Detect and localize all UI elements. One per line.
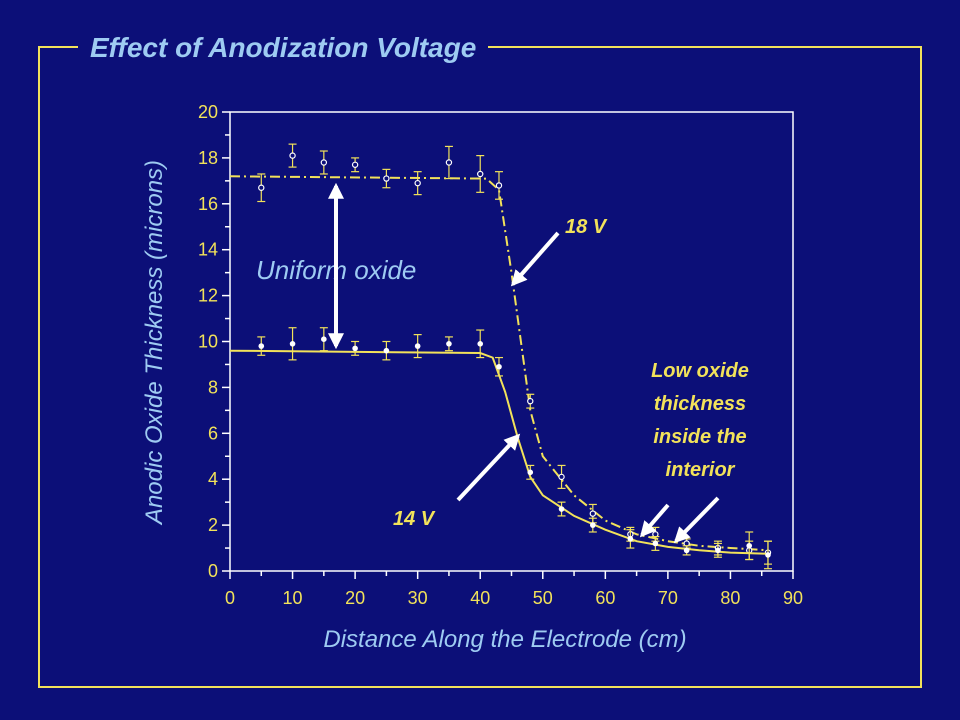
- data-point: [627, 536, 634, 542]
- data-point: [765, 552, 771, 558]
- series-14v: [229, 327, 772, 570]
- data-point: [351, 161, 359, 168]
- data-point: [477, 170, 484, 178]
- y-tick-label: 12: [198, 286, 218, 306]
- data-point: [746, 542, 753, 549]
- data-point: [414, 343, 421, 349]
- low-oxide-line-3: inside the: [653, 426, 746, 448]
- data-point: [715, 547, 721, 554]
- data-point: [289, 152, 296, 159]
- data-point: [527, 469, 534, 476]
- y-tick-label: 0: [208, 561, 218, 581]
- x-tick-label: 90: [783, 588, 803, 608]
- y-tick-label: 14: [198, 240, 218, 260]
- data-point: [289, 340, 296, 347]
- y-tick-label: 2: [208, 515, 218, 535]
- series-18v: [229, 143, 772, 565]
- label-14v: 14 V: [393, 508, 436, 530]
- x-tick-label: 30: [408, 588, 428, 608]
- data-point: [527, 397, 534, 405]
- data-point: [383, 347, 390, 354]
- data-point: [558, 506, 565, 512]
- x-tick-label: 50: [533, 588, 553, 608]
- data-point: [320, 159, 328, 166]
- low-oxide-line-1: Low oxide: [651, 360, 749, 382]
- series-line-14v: [229, 349, 769, 555]
- x-tick-label: 10: [283, 588, 303, 608]
- arrow-14v: [456, 433, 521, 502]
- data-point: [258, 184, 265, 191]
- y-tick-label: 8: [208, 377, 218, 397]
- data-point: [352, 345, 358, 352]
- data-point: [446, 340, 452, 347]
- y-tick-label: 20: [198, 102, 218, 122]
- low-oxide-arrow-1: [639, 503, 670, 538]
- arrow-18v: [510, 231, 560, 287]
- y-tick-label: 10: [198, 332, 218, 352]
- data-point: [445, 159, 453, 166]
- data-point: [683, 547, 690, 554]
- x-tick-label: 40: [470, 588, 490, 608]
- y-tick-label: 4: [208, 469, 218, 489]
- x-tick-label: 80: [720, 588, 740, 608]
- data-point: [589, 510, 597, 517]
- data-point: [496, 363, 502, 370]
- data-point: [321, 336, 327, 343]
- plot-area: [229, 111, 794, 572]
- y-axis-label: Anodic Oxide Thickness (microns): [141, 160, 168, 526]
- y-tick-label: 18: [198, 148, 218, 168]
- data-point: [383, 175, 390, 182]
- y-tick-label: 6: [208, 423, 218, 443]
- data-point: [414, 179, 421, 187]
- slide-title: Effect of Anodization Voltage: [78, 28, 489, 68]
- low-oxide-arrow-2: [673, 496, 720, 544]
- low-oxide-line-4: interior: [666, 459, 736, 481]
- x-tick-label: 60: [595, 588, 615, 608]
- x-tick-label: 70: [658, 588, 678, 608]
- data-point: [258, 343, 265, 349]
- data-point: [558, 473, 565, 481]
- x-axis-label: Distance Along the Electrode (cm): [323, 626, 686, 653]
- data-point: [652, 540, 659, 547]
- data-point: [477, 340, 484, 347]
- data-point: [590, 522, 596, 528]
- x-tick-label: 0: [225, 588, 235, 608]
- series-line-18v: [229, 175, 769, 552]
- x-tick-label: 20: [345, 588, 365, 608]
- label-18v: 18 V: [565, 216, 608, 238]
- low-oxide-line-2: thickness: [654, 393, 746, 415]
- data-point: [495, 182, 503, 189]
- y-tick-label: 16: [198, 194, 218, 214]
